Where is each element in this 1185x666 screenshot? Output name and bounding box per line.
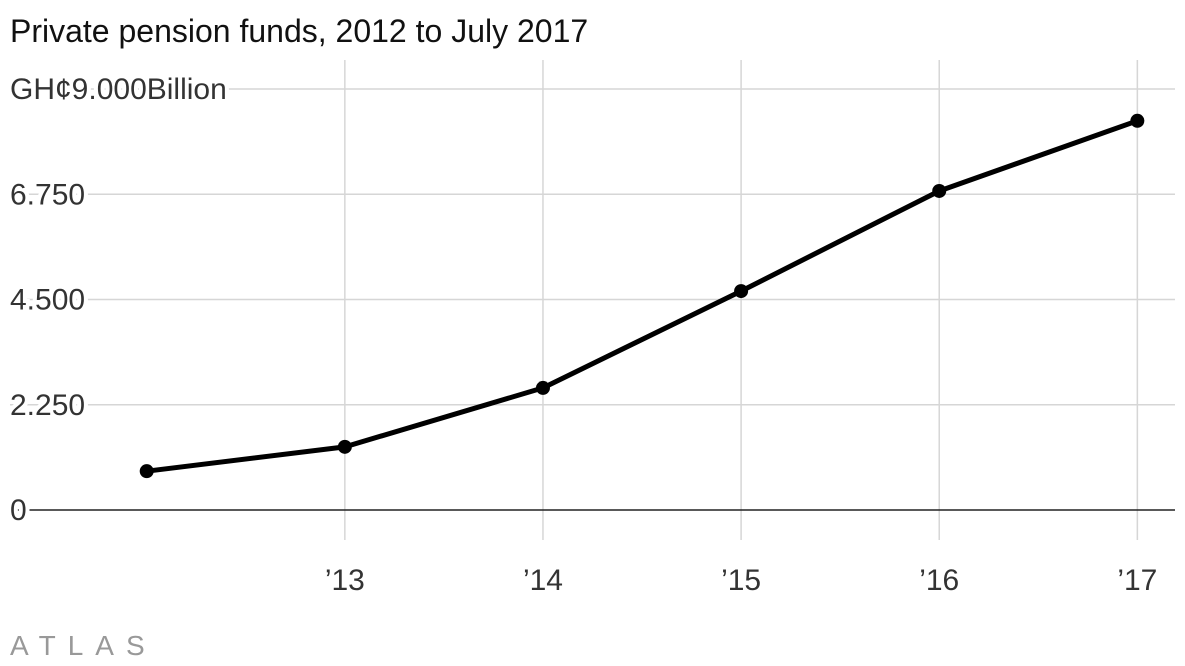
- point: [734, 284, 749, 299]
- x-tick-label: ’16: [919, 564, 959, 597]
- x-tick-label: ’14: [523, 564, 563, 597]
- x-tick-label: ’17: [1117, 564, 1157, 597]
- line: [146, 118, 1139, 474]
- y-tick-label: 6.750: [10, 178, 85, 211]
- y-tick-label: 2.250: [10, 389, 85, 422]
- point: [535, 380, 550, 395]
- y-tick-label: 4.500: [10, 284, 85, 317]
- point: [932, 183, 947, 198]
- y-tick-label: 0: [10, 494, 27, 527]
- x-tick-label: ’13: [325, 564, 365, 597]
- y-tick-label: GH¢9.000Billion: [10, 73, 227, 106]
- point: [139, 464, 154, 479]
- x-tick-label: ’15: [721, 564, 761, 597]
- grid: [10, 60, 1175, 540]
- brand-logo: ATLAS: [10, 630, 157, 661]
- chart-title: Private pension funds, 2012 to July 2017: [10, 13, 588, 49]
- point: [1130, 113, 1145, 128]
- point: [337, 439, 352, 454]
